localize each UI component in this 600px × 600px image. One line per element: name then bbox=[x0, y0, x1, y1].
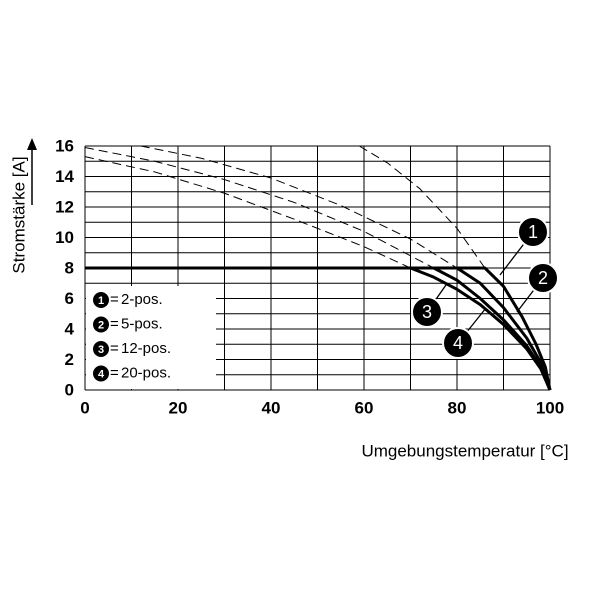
legend-badge-number: 1 bbox=[98, 295, 104, 307]
y-tick-label: 2 bbox=[65, 350, 74, 369]
legend-badge-number: 4 bbox=[98, 368, 105, 380]
legend-badge bbox=[93, 292, 109, 308]
legend-badge-number: 2 bbox=[98, 319, 104, 331]
derating-curve bbox=[85, 266, 552, 391]
legend-label: 5-pos. bbox=[121, 315, 163, 332]
y-axis-arrowhead bbox=[27, 138, 37, 150]
y-axis-label: Stromstärke [A] bbox=[9, 156, 28, 273]
y-tick-label: 4 bbox=[65, 319, 75, 338]
y-tick-label: 0 bbox=[65, 380, 74, 399]
x-tick-label: 20 bbox=[169, 398, 188, 417]
x-axis-label: Umgebungstemperatur [°C] bbox=[361, 441, 568, 460]
callout-number: 4 bbox=[453, 333, 463, 353]
callout-badge bbox=[517, 216, 549, 248]
derating-curve bbox=[85, 266, 552, 391]
x-tick-label: 60 bbox=[355, 398, 374, 417]
dashed-curve bbox=[359, 145, 486, 269]
legend-separator: = bbox=[110, 291, 119, 308]
y-tick-label: 12 bbox=[55, 197, 74, 216]
dashed-curve bbox=[84, 147, 434, 269]
legend-label: 12-pos. bbox=[121, 340, 171, 357]
callout-number: 2 bbox=[538, 268, 548, 288]
x-tick-label: 40 bbox=[262, 398, 281, 417]
legend-label: 20-pos. bbox=[121, 364, 171, 381]
legend-label: 2-pos. bbox=[121, 291, 163, 308]
callout-badge bbox=[411, 296, 443, 328]
legend-badge bbox=[93, 316, 109, 333]
dashed-curve bbox=[84, 156, 411, 269]
legend-separator: = bbox=[110, 315, 119, 332]
y-tick-label: 6 bbox=[65, 289, 74, 308]
y-tick-label: 10 bbox=[55, 228, 74, 247]
x-tick-label: 80 bbox=[448, 398, 467, 417]
legend-badge-number: 3 bbox=[98, 344, 104, 356]
callout-number: 1 bbox=[528, 222, 538, 242]
callout-badge bbox=[527, 262, 559, 294]
legend-separator: = bbox=[110, 364, 119, 381]
dashed-curve bbox=[140, 145, 458, 269]
y-tick-label: 14 bbox=[55, 167, 74, 186]
y-tick-label: 8 bbox=[65, 258, 74, 277]
legend-separator: = bbox=[110, 340, 119, 357]
callout-number: 3 bbox=[422, 302, 432, 322]
legend: 1 = 2-pos.2 = 5-pos.3 = 12-pos.4 = 20-pos. bbox=[86, 286, 216, 389]
x-tick-label: 0 bbox=[80, 398, 89, 417]
callout-badge bbox=[442, 327, 474, 359]
x-tick-label: 100 bbox=[536, 398, 564, 417]
legend-badge bbox=[93, 365, 109, 382]
y-tick-label: 16 bbox=[55, 136, 74, 155]
legend-badge bbox=[93, 341, 109, 357]
